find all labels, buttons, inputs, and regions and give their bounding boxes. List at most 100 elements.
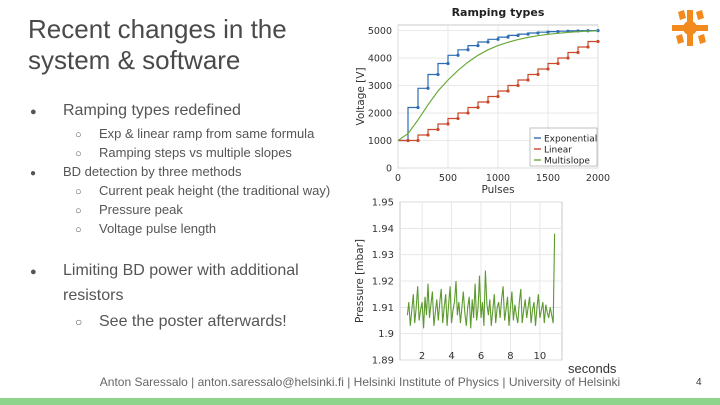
bullet-bd-detection: ● BD detection by three methods bbox=[30, 162, 242, 183]
y-tick-label: 1.93 bbox=[372, 250, 394, 261]
subbullet-text: Exp & linear ramp from same formula bbox=[99, 126, 315, 141]
pressure-chart: 1.89 1.9 1.91 1.92 1.93 1.94 1.95 Pressure [mba… bbox=[354, 198, 563, 366]
y-axis-label: Pressure [mbar] bbox=[354, 239, 366, 323]
bullet-limiting-bd: ● Limiting BD power with additional resi… bbox=[30, 259, 299, 304]
subbullet-pressure-peak: ○ Pressure peak bbox=[75, 200, 183, 221]
data-point bbox=[536, 72, 540, 77]
university-logo-icon bbox=[672, 10, 708, 46]
y-tick-label: 2000 bbox=[368, 109, 392, 120]
data-point bbox=[476, 105, 480, 110]
data-point bbox=[596, 39, 600, 44]
subbullet-text: Current peak height (the traditional way… bbox=[99, 183, 331, 198]
data-point bbox=[496, 94, 500, 99]
data-point bbox=[426, 133, 430, 137]
x-tick-label: 1500 bbox=[536, 173, 560, 184]
y-tick-label: 0 bbox=[386, 164, 392, 175]
legend-entry: Linear bbox=[544, 146, 572, 156]
bullet-marker: ● bbox=[30, 106, 37, 118]
data-point bbox=[556, 30, 560, 34]
data-point bbox=[416, 138, 420, 143]
data-point bbox=[406, 138, 410, 143]
x-tick-label: 8 bbox=[507, 351, 513, 362]
data-point bbox=[526, 78, 530, 82]
subbullet-marker: ○ bbox=[75, 148, 82, 160]
bullet-text-line1: Limiting BD power with additional bbox=[63, 262, 299, 279]
subbullet-text: Pressure peak bbox=[99, 202, 183, 217]
data-point bbox=[486, 100, 490, 104]
legend-entry: Exponential bbox=[544, 135, 597, 145]
x-tick-label: 2000 bbox=[586, 173, 610, 184]
x-tick-label: 1000 bbox=[486, 173, 510, 184]
data-point bbox=[436, 72, 440, 77]
y-tick-label: 1.89 bbox=[372, 356, 394, 366]
legend-entry: Multislope bbox=[544, 157, 590, 167]
x-tick-label: 0 bbox=[395, 173, 401, 184]
y-tick-label: 4000 bbox=[368, 54, 392, 65]
data-point bbox=[436, 127, 440, 132]
bullet-text: BD detection by three methods bbox=[63, 164, 242, 179]
bullet-marker: ● bbox=[30, 266, 37, 278]
series-line-multislope bbox=[397, 30, 599, 141]
data-point bbox=[516, 33, 520, 38]
data-point bbox=[456, 116, 460, 121]
page-number: 4 bbox=[696, 377, 702, 388]
data-point bbox=[546, 30, 550, 34]
y-tick-label: 1.9 bbox=[378, 329, 394, 340]
y-tick-label: 1.95 bbox=[372, 198, 394, 209]
legend-box bbox=[529, 127, 598, 167]
subbullet-text: Ramping steps vs multiple slopes bbox=[99, 145, 292, 160]
bullet-text: Ramping types redefined bbox=[63, 102, 241, 119]
y-tick-label: 1.92 bbox=[372, 277, 394, 288]
slide-title: Recent changes in the system & software bbox=[28, 14, 287, 75]
subbullet-marker: ○ bbox=[75, 129, 82, 141]
subbullet-marker: ○ bbox=[75, 224, 82, 236]
x-tick-label: 500 bbox=[439, 173, 457, 184]
data-point bbox=[496, 37, 500, 41]
subbullet-voltage-pulse: ○ Voltage pulse length bbox=[75, 219, 216, 240]
subbullet-exp-linear: ○ Exp & linear ramp from same formula bbox=[75, 124, 314, 145]
subbullet-current-peak: ○ Current peak height (the traditional w… bbox=[75, 181, 330, 202]
y-tick-label: 3000 bbox=[368, 81, 392, 92]
y-tick-label: 1.91 bbox=[372, 303, 394, 314]
y-tick-label: 1.94 bbox=[372, 224, 394, 235]
x-axis-label: Pulses bbox=[481, 184, 514, 196]
y-tick-label: 5000 bbox=[368, 26, 392, 37]
subbullet-poster: ○ See the poster afterwards! bbox=[75, 312, 287, 332]
subbullet-text: Voltage pulse length bbox=[99, 221, 217, 236]
data-point bbox=[446, 122, 450, 126]
data-point bbox=[536, 31, 540, 35]
data-point bbox=[516, 83, 520, 88]
ramping-types-chart: Ramping types 0 500 1000 1500 2000 0 1000 2000 30… bbox=[355, 6, 610, 196]
x-tick-label: 2 bbox=[419, 351, 425, 362]
data-point bbox=[506, 35, 510, 39]
data-point bbox=[576, 50, 580, 55]
bullet-marker: ● bbox=[30, 168, 37, 179]
data-point bbox=[566, 56, 570, 60]
data-point bbox=[416, 105, 420, 110]
data-point bbox=[446, 61, 450, 66]
slide-footer: Anton Saressalo | anton.saressalo@helsin… bbox=[99, 375, 621, 389]
data-point bbox=[456, 53, 460, 57]
y-axis-label: Voltage [V] bbox=[355, 67, 367, 125]
bullet-ramping-types: ● Ramping types redefined bbox=[30, 101, 241, 122]
data-point bbox=[476, 44, 480, 48]
series-line-linear bbox=[398, 40, 598, 142]
x-tick-label: 6 bbox=[478, 351, 484, 362]
pressure-series-line bbox=[406, 233, 556, 329]
bullet-text-line2: resistors bbox=[63, 287, 124, 304]
subbullet-marker: ○ bbox=[75, 205, 82, 217]
data-point bbox=[486, 40, 490, 44]
chart-title: Ramping types bbox=[452, 6, 545, 19]
data-point bbox=[546, 67, 550, 71]
data-point bbox=[556, 61, 560, 66]
subbullet-ramping-steps: ○ Ramping steps vs multiple slopes bbox=[75, 143, 292, 164]
data-point bbox=[586, 45, 590, 49]
x-axis-label-seconds: seconds bbox=[568, 361, 617, 376]
data-point bbox=[526, 32, 530, 36]
bottom-accent-bar bbox=[0, 398, 720, 405]
x-tick-label: 4 bbox=[448, 351, 454, 362]
data-point bbox=[466, 111, 470, 115]
data-point bbox=[506, 89, 510, 93]
subbullet-text: See the poster afterwards! bbox=[99, 313, 287, 330]
x-tick-label: 10 bbox=[534, 351, 547, 362]
